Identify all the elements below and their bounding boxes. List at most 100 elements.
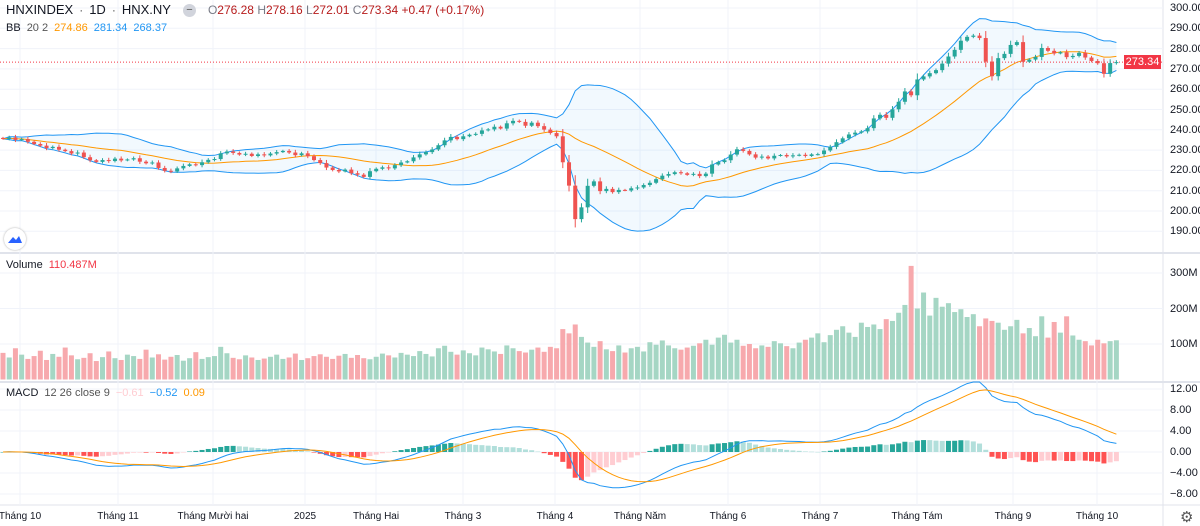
macd-histogram-bar xyxy=(249,447,255,452)
macd-histogram-bar xyxy=(367,452,373,457)
volume-bar xyxy=(243,355,249,380)
volume-bar xyxy=(311,356,317,380)
macd-histogram-bar xyxy=(964,440,970,452)
macd-histogram-bar xyxy=(871,445,877,452)
macd-histogram-bar xyxy=(156,452,161,453)
bb-lower-line xyxy=(2,69,1117,232)
symbol-name[interactable]: HNXINDEX xyxy=(6,2,74,17)
macd-histogram-bar xyxy=(1076,452,1082,461)
candle-up xyxy=(511,120,516,124)
macd-histogram-bar xyxy=(187,451,193,452)
volume-bar xyxy=(734,339,740,380)
time-tick-label: Tháng 11 xyxy=(97,511,139,522)
candle-up xyxy=(822,150,827,155)
macd-histogram-bar xyxy=(336,452,342,458)
macd-histogram-bar xyxy=(1101,452,1107,464)
candle-up xyxy=(274,152,279,154)
macd-histogram-bar xyxy=(112,452,118,455)
candle-down xyxy=(106,160,111,162)
macd-histogram-bar xyxy=(771,448,777,452)
macd-histogram-bar xyxy=(516,448,522,452)
volume-bar xyxy=(156,354,161,380)
candle-up xyxy=(224,151,229,154)
volume-bar xyxy=(336,355,342,380)
macd-legend[interactable]: MACD 12 26 close 9 −0.61 −0.52 0.09 xyxy=(6,386,205,400)
macd-histogram-bar xyxy=(722,443,728,452)
macd-histogram-value: −0.61 xyxy=(115,387,144,399)
candle-down xyxy=(909,91,914,96)
candle-down xyxy=(262,154,267,156)
macd-histogram-bar xyxy=(659,446,665,452)
volume-bar xyxy=(317,354,323,380)
candle-up xyxy=(442,140,447,146)
candle-down xyxy=(1,137,5,139)
macd-histogram-bar xyxy=(678,443,684,452)
macd-histogram-bar xyxy=(404,449,410,452)
candle-down xyxy=(977,35,982,39)
bb-basis-line xyxy=(2,51,1117,187)
candle-down xyxy=(747,150,752,155)
volume-bar xyxy=(355,355,361,380)
minus-icon[interactable]: − xyxy=(182,3,196,17)
candle-down xyxy=(38,144,43,146)
candle-down xyxy=(598,181,603,192)
macd-histogram-bar xyxy=(0,452,6,453)
volume-legend[interactable]: Volume 110.487M xyxy=(6,258,97,272)
volume-bar xyxy=(342,353,348,380)
candle-up xyxy=(629,188,634,191)
candle-down xyxy=(989,61,994,77)
price-tick-label: 230.00 xyxy=(1170,144,1200,157)
volume-bar xyxy=(392,357,398,380)
interval[interactable]: 1D xyxy=(89,2,106,17)
time-tick-label: Tháng 9 xyxy=(994,511,1032,522)
signal-value: 0.09 xyxy=(183,387,205,399)
tradingview-logo-icon[interactable] xyxy=(4,228,26,250)
candle-up xyxy=(915,79,920,96)
price-tick-label: 270.00 xyxy=(1170,62,1200,75)
volume-bar xyxy=(460,350,466,380)
low-key: L xyxy=(306,3,313,17)
bb-name: BB xyxy=(6,22,21,34)
volume-bar xyxy=(977,326,983,380)
macd-histogram-bar xyxy=(1014,452,1020,458)
candle-down xyxy=(884,114,889,118)
gear-icon[interactable]: ⚙ xyxy=(1180,509,1194,526)
candle-up xyxy=(728,154,733,161)
candle-up xyxy=(840,138,845,143)
volume-bar xyxy=(889,320,895,380)
volume-bar xyxy=(323,356,329,380)
bb-legend[interactable]: BB 20 2 274.86 281.34 268.37 xyxy=(6,21,167,35)
volume-bar xyxy=(261,358,267,380)
candle-up xyxy=(19,139,24,141)
volume-bar xyxy=(877,329,883,380)
candle-up xyxy=(150,162,155,164)
volume-bar xyxy=(280,358,286,380)
candle-up xyxy=(585,185,590,208)
macd-histogram-bar xyxy=(889,444,895,452)
candle-down xyxy=(56,146,61,150)
candle-up xyxy=(504,123,509,129)
volume-bar xyxy=(634,346,640,380)
time-tick-label: Tháng 7 xyxy=(801,511,839,522)
volume-bar xyxy=(516,351,522,380)
volume-bar xyxy=(143,349,149,380)
volume-bar xyxy=(641,351,647,380)
macd-histogram-bar xyxy=(684,444,690,452)
candle-up xyxy=(778,154,783,156)
candle-up xyxy=(492,126,497,130)
candle-down xyxy=(697,173,702,177)
time-tick-label: Tháng 4 xyxy=(536,511,574,522)
candle-up xyxy=(641,185,646,188)
candle-up xyxy=(965,36,970,41)
macd-histogram-bar xyxy=(417,446,423,452)
candle-down xyxy=(119,158,124,161)
candle-down xyxy=(610,188,615,193)
price-tick-label: 200.00 xyxy=(1170,205,1200,217)
macd-histogram-bar xyxy=(442,443,448,452)
time-tick-label: Tháng Hai xyxy=(352,511,400,522)
candle-down xyxy=(498,126,503,129)
candle-up xyxy=(467,134,472,137)
change-value: +0.47 (+0.17%) xyxy=(401,3,485,17)
candle-down xyxy=(330,167,335,170)
